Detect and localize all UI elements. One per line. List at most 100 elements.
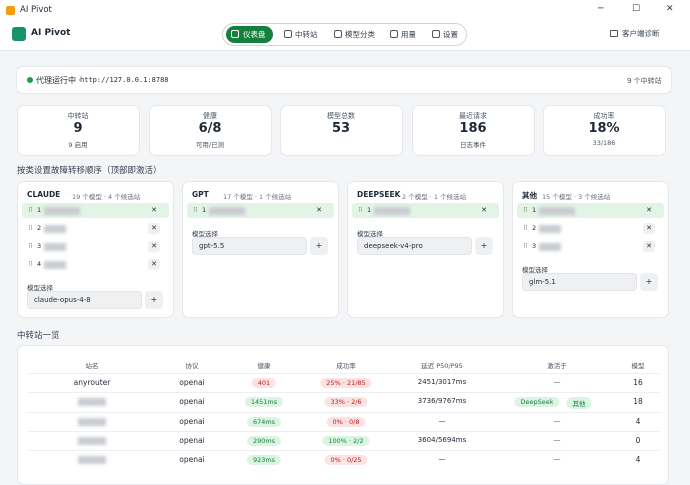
protocol: openai xyxy=(179,416,205,426)
remove-button[interactable]: ✕ xyxy=(148,259,160,270)
model-count: 4 xyxy=(635,416,641,426)
column-header: 激活于 xyxy=(547,362,567,370)
group-name: 其他 xyxy=(522,191,537,200)
relay-count: 9 个中转站 xyxy=(627,77,662,85)
row-divider xyxy=(28,430,660,432)
remove-button[interactable]: ✕ xyxy=(316,206,322,214)
remove-button[interactable]: ✕ xyxy=(643,241,655,252)
remove-button[interactable]: ✕ xyxy=(481,206,487,214)
column-header: 模型 xyxy=(631,362,645,370)
window-title: AI Pivot xyxy=(20,5,52,15)
success-pill: 100% · 2/2 xyxy=(322,435,370,446)
redacted-name xyxy=(44,261,66,269)
stat-value: 18% xyxy=(588,121,620,136)
candidate-rank: 3 xyxy=(532,242,537,250)
diagnose-icon[interactable] xyxy=(610,30,618,37)
drag-handle: ⠿ xyxy=(193,206,198,214)
titlebar xyxy=(0,0,690,22)
model-count: 16 xyxy=(633,378,643,387)
redacted-name xyxy=(78,456,106,465)
drag-handle: ⠿ xyxy=(28,242,33,250)
group-name: GPT xyxy=(192,190,209,199)
candidate-rank: 2 xyxy=(37,224,42,232)
stat-label: 最近请求 xyxy=(459,112,487,120)
group-meta: 2 个模型 · 1 个候选站 xyxy=(402,193,467,201)
column-header: 延迟 P50/P95 xyxy=(421,362,463,370)
stat-card xyxy=(280,105,403,156)
model-count: 18 xyxy=(633,397,643,407)
candidate-rank: 2 xyxy=(532,224,537,232)
nav-item[interactable]: 用量 xyxy=(401,30,416,39)
remove-button[interactable]: ✕ xyxy=(148,223,160,234)
health-pill: 290ms xyxy=(246,435,282,446)
model-select[interactable]: deepseek-v4-pro xyxy=(357,237,472,255)
app-name: AI Pivot xyxy=(31,28,71,38)
drag-handle: ⠿ xyxy=(523,206,528,214)
success-pill: 33% · 2/6 xyxy=(324,397,368,408)
redacted-name xyxy=(44,243,66,251)
window-control[interactable]: ☐ xyxy=(632,4,641,14)
status-url: http://127.0.0.1:8788 xyxy=(80,76,169,84)
active-on: — xyxy=(553,416,561,425)
protocol: openai xyxy=(179,435,205,445)
add-button[interactable]: + xyxy=(475,237,493,255)
window-control[interactable]: ─ xyxy=(598,4,604,14)
section-title: 中转站一览 xyxy=(17,331,60,341)
add-button[interactable]: + xyxy=(145,291,163,309)
latency: 3604/5694ms xyxy=(417,435,467,444)
model-select[interactable]: claude-opus-4-8 xyxy=(27,291,142,309)
model-label: 模型选择 xyxy=(357,230,383,238)
stat-card xyxy=(17,105,140,156)
group-meta: 15 个模型 · 3 个候选站 xyxy=(542,193,611,201)
remove-button[interactable]: ✕ xyxy=(151,206,157,214)
stat-value: 6/8 xyxy=(198,121,222,136)
stat-card xyxy=(412,105,535,156)
model-label: 模型选择 xyxy=(522,266,548,274)
redacted-name xyxy=(78,436,106,445)
health-pill: 674ms xyxy=(246,416,282,427)
remove-button[interactable]: ✕ xyxy=(148,241,160,252)
nav-item[interactable]: 模型分类 xyxy=(345,30,375,39)
active-tag: 其他 xyxy=(566,397,592,410)
remove-button[interactable]: ✕ xyxy=(643,223,655,234)
logo xyxy=(12,27,26,41)
drag-handle: ⠿ xyxy=(523,242,528,250)
status-label: 代理运行中 · xyxy=(36,76,82,85)
candidate-rank: 1 xyxy=(202,206,207,214)
stat-value: 9 xyxy=(73,121,83,136)
group-meta: 17 个模型 · 1 个候选站 xyxy=(223,193,292,201)
app-icon xyxy=(6,6,15,15)
health-pill: 1451ms xyxy=(244,397,284,408)
nav-icon xyxy=(231,30,239,38)
status-card xyxy=(16,66,672,94)
add-button[interactable]: + xyxy=(310,237,328,255)
status-dot xyxy=(27,77,33,83)
window-control[interactable]: ✕ xyxy=(666,4,674,14)
diagnose-button[interactable]: 客户端诊断 xyxy=(622,29,660,38)
active-on: — xyxy=(553,455,561,464)
row-divider xyxy=(28,411,660,413)
drag-handle: ⠿ xyxy=(523,224,528,232)
active-tag: DeepSeek xyxy=(514,397,560,408)
redacted-name xyxy=(539,207,575,215)
stat-label: 成功率 xyxy=(593,112,615,120)
health-pill: 401 xyxy=(251,378,277,388)
group-name: CLAUDE xyxy=(27,190,61,199)
model-select[interactable]: gpt-5.5 xyxy=(192,237,307,255)
success-pill: 0% · 0/8 xyxy=(326,416,366,427)
stat-sub: 9 启用 xyxy=(68,141,88,149)
stat-card xyxy=(543,105,666,156)
nav-item[interactable]: 中转站 xyxy=(295,30,318,39)
drag-handle: ⠿ xyxy=(28,206,33,214)
add-button[interactable]: + xyxy=(640,273,658,291)
redacted-name xyxy=(44,207,80,215)
nav-icon xyxy=(334,30,342,38)
latency: — xyxy=(438,416,446,425)
candidate-rank: 3 xyxy=(37,242,42,250)
model-select[interactable]: glm-5.1 xyxy=(522,273,637,291)
protocol: openai xyxy=(179,378,205,387)
column-header: 站名 xyxy=(85,362,99,370)
nav-item[interactable]: 设置 xyxy=(443,30,458,39)
stat-sub: 可用/已测 xyxy=(195,141,225,149)
remove-button[interactable]: ✕ xyxy=(646,206,652,214)
